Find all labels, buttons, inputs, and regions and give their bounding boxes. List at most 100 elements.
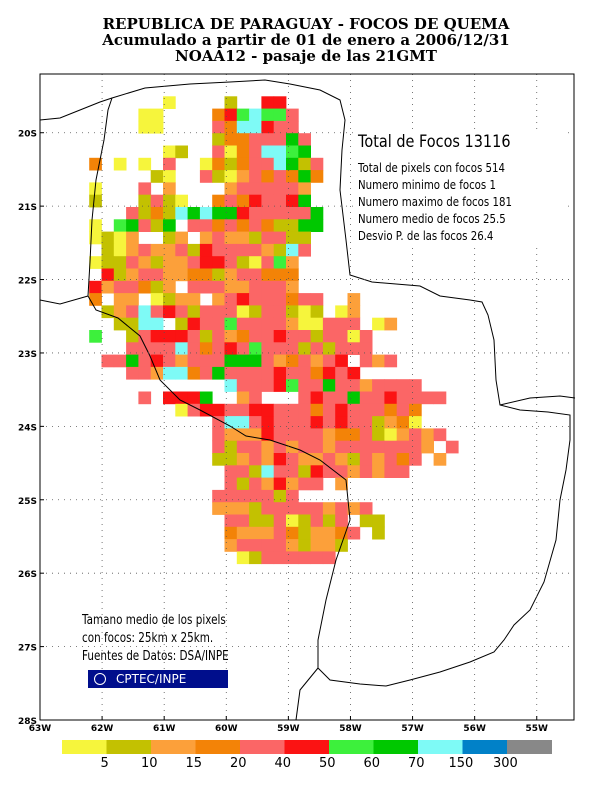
fire-cell <box>101 243 115 257</box>
fire-cell <box>359 391 373 405</box>
fire-cell <box>286 403 299 417</box>
fire-cell <box>359 514 373 528</box>
legend-swatch <box>62 740 107 754</box>
fire-cell <box>224 280 238 294</box>
fire-cell <box>261 133 275 146</box>
fire-cell <box>310 305 324 319</box>
fire-cell <box>298 366 311 380</box>
fire-cell <box>310 366 324 380</box>
fire-cell <box>199 231 213 245</box>
y-tick-label: 23S <box>18 350 37 360</box>
fire-cell <box>175 268 188 282</box>
fire-cell <box>224 403 238 417</box>
fire-cell <box>347 366 361 380</box>
fire-cell <box>273 96 287 109</box>
fire-cell <box>163 330 176 343</box>
fire-cell <box>261 120 275 134</box>
fire-cell <box>236 477 250 491</box>
fire-cell <box>199 268 213 282</box>
fire-cell <box>224 354 238 368</box>
fire-cell <box>310 170 324 183</box>
fire-cell <box>409 428 422 442</box>
fire-cell <box>384 465 398 478</box>
fire-cell <box>286 108 299 122</box>
fire-cell <box>249 453 262 466</box>
fire-cell <box>249 477 262 491</box>
fire-cell <box>150 305 164 319</box>
fire-cell <box>175 243 188 257</box>
fire-cell <box>224 108 238 122</box>
legend-swatch <box>106 740 152 754</box>
axis-ticks: 63W 62W 61W 60W 59W 58W 57W 56W 55W 20S 21S 22S 23S 2… <box>18 130 548 734</box>
fire-cell <box>249 219 262 232</box>
fire-cell <box>286 207 299 220</box>
fire-cell <box>236 145 250 159</box>
fire-cell <box>138 280 152 294</box>
total-pixels: Total de pixels con focos 514 <box>358 161 506 175</box>
fire-cell <box>286 145 299 159</box>
x-tick-label: 59W <box>277 724 300 734</box>
fire-cell <box>273 477 287 491</box>
fire-cell <box>224 256 238 269</box>
fire-cell <box>187 207 201 220</box>
fire-cell <box>310 207 324 220</box>
fire-cell <box>163 243 176 257</box>
fire-cell <box>286 120 299 134</box>
fire-cell <box>249 305 262 319</box>
fire-cell <box>113 268 127 282</box>
fire-cell <box>224 194 238 208</box>
fire-cell <box>359 342 373 355</box>
fire-cell <box>199 280 213 294</box>
fire-cell <box>273 330 287 343</box>
fire-cell <box>433 453 447 466</box>
cptec-globe-icon <box>94 673 106 685</box>
fire-cell <box>347 526 361 540</box>
fire-cell <box>101 354 115 368</box>
fire-cell <box>322 551 336 565</box>
fire-cell <box>298 416 311 429</box>
fire-cell <box>113 293 127 306</box>
y-tick-label: 28S <box>18 717 37 727</box>
fire-cell <box>261 428 275 442</box>
fire-cell <box>187 354 201 368</box>
fire-cell <box>286 489 299 503</box>
fire-cell <box>261 477 275 491</box>
fire-cell <box>273 145 287 159</box>
fire-cell <box>224 489 238 503</box>
fire-cell <box>261 330 275 343</box>
fire-cell <box>236 354 250 368</box>
fire-cell <box>138 182 152 196</box>
y-tick-label: 21S <box>18 203 37 213</box>
fire-cell <box>322 403 336 417</box>
fire-cell <box>273 182 287 196</box>
fire-cell <box>187 403 201 417</box>
fire-cell <box>384 440 398 454</box>
fire-cell <box>347 440 361 454</box>
fire-cell <box>126 219 139 232</box>
fire-cell <box>286 502 299 515</box>
fire-cell <box>138 207 152 220</box>
fire-cell <box>236 551 250 565</box>
fire-cell <box>261 268 275 282</box>
fire-cell <box>249 268 262 282</box>
pixel-size-note: Tamano medio de los pixels con focos: 25… <box>82 612 229 666</box>
fire-cell <box>273 416 287 429</box>
fire-cell <box>310 330 324 343</box>
fire-cell <box>261 379 275 392</box>
fire-cell <box>261 194 275 208</box>
fire-cell <box>175 403 188 417</box>
fire-cell <box>150 256 164 269</box>
fire-cell <box>298 145 311 159</box>
fire-cell <box>273 194 287 208</box>
fire-cell <box>212 354 225 368</box>
fire-cell <box>212 207 225 220</box>
fire-cell <box>310 293 324 306</box>
fire-cell <box>199 391 213 405</box>
fire-cell <box>187 317 201 331</box>
fire-cell <box>359 330 373 343</box>
fire-cell <box>150 268 164 282</box>
legend-swatch <box>240 740 285 754</box>
fire-cell <box>101 231 115 245</box>
argentina-border <box>39 295 89 305</box>
fire-cell <box>298 502 311 515</box>
